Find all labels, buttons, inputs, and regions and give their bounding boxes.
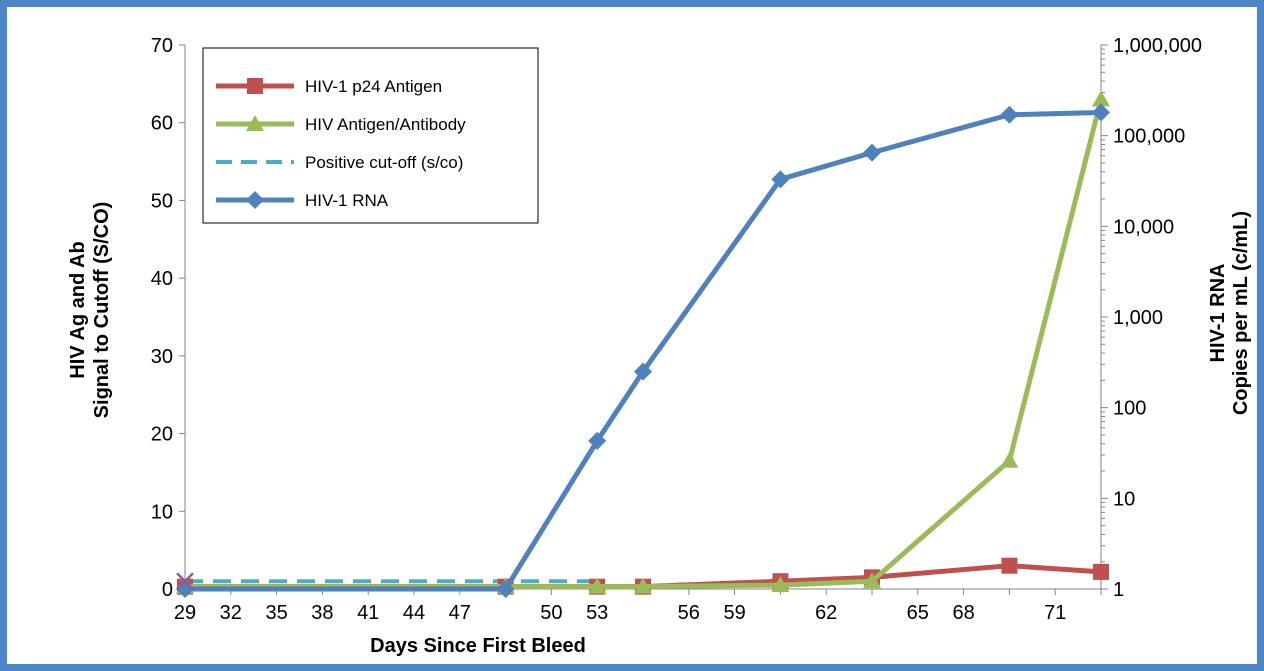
data-point-hiv-1-rna <box>1000 105 1019 124</box>
right-tick-label: 1,000,000 <box>1113 35 1202 57</box>
legend: HIV-1 p24 Antigen HIV Antigen/Antibody Pos… <box>202 47 539 224</box>
x-tick-label: 29 <box>174 602 196 624</box>
data-point-hiv-1-p24-antigen <box>1093 563 1109 580</box>
x-tick-label: 68 <box>952 602 974 624</box>
tick-label-layer: 0 10 20 30 40 50 60 70 1 10 100 1,000 10,000 100,000 1… <box>151 35 1202 624</box>
data-point-hiv-1-rna <box>1092 103 1110 122</box>
data-point-hiv-1-rna <box>588 431 607 450</box>
right-axis-title-line2: Copies per mL (c/mL) <box>1230 211 1252 415</box>
x-tick-label: 62 <box>815 602 837 624</box>
left-tick-label: 0 <box>162 579 173 601</box>
data-point-hiv-antigen-antibody <box>863 572 881 589</box>
data-point-hiv-antigen-antibody <box>1092 90 1110 107</box>
legend-marker-hiv-1-p24-antigen <box>247 78 263 94</box>
left-tick-label: 50 <box>151 190 173 212</box>
data-point-hiv-1-rna <box>634 362 652 381</box>
legend-label-hiv-1-rna: HIV-1 RNA <box>305 191 389 210</box>
x-tick-label: 59 <box>723 602 745 624</box>
left-tick-label: 20 <box>151 424 173 446</box>
chart-svg: 0 10 20 30 40 50 60 70 1 10 100 1,000 10,000 100,000 1… <box>67 35 1252 657</box>
left-axis-title-line2: Signal to Cutoff (S/CO) <box>91 202 113 419</box>
series-line-hiv-antigen-antibody <box>185 98 1104 590</box>
x-tick-label: 56 <box>678 602 700 624</box>
data-point-hiv-1-rna <box>496 580 515 598</box>
data-point-hiv-1-rna <box>771 170 790 189</box>
right-tick-label: 10,000 <box>1113 216 1174 238</box>
data-point-hiv-antigen-antibody <box>771 576 790 593</box>
x-tick-label: 44 <box>403 602 425 624</box>
left-tick-label: 60 <box>151 113 173 135</box>
series-layer <box>176 90 1110 598</box>
legend-marker-hiv-1-rna <box>246 191 264 209</box>
series-line-hiv-1-rna <box>185 110 1102 592</box>
data-point-hiv-1-rna <box>863 143 881 162</box>
x-tick-label: 32 <box>220 602 242 624</box>
legend-label-hiv-antigen-antibody: HIV Antigen/Antibody <box>305 115 466 134</box>
data-point-hiv-antigen-antibody <box>634 577 652 594</box>
x-axis-title: Days Since First Bleed <box>370 635 586 657</box>
right-tick-label: 100,000 <box>1113 126 1185 148</box>
legend-items: HIV-1 p24 Antigen HIV Antigen/Antibody Pos… <box>216 77 466 210</box>
x-tick-label: 41 <box>357 602 379 624</box>
right-tick-label: 10 <box>1113 488 1135 510</box>
legend-marker-hiv-antigen-antibody <box>246 115 264 131</box>
x-tick-label: 65 <box>907 602 929 624</box>
right-tick-label: 100 <box>1113 398 1146 420</box>
right-tick-label: 1 <box>1113 579 1124 601</box>
right-tick-label: 1,000 <box>1113 307 1163 329</box>
x-tick-label: 50 <box>540 602 562 624</box>
x-tick-label: 71 <box>1044 602 1066 624</box>
x-tick-label: 35 <box>265 602 287 624</box>
left-tick-label: 70 <box>151 35 173 57</box>
data-point-extra-marker <box>176 572 194 591</box>
left-tick-label: 40 <box>151 268 173 290</box>
left-tick-label: 10 <box>151 501 173 523</box>
data-point-hiv-1-p24-antigen <box>1001 557 1018 574</box>
legend-box <box>202 47 539 224</box>
legend-label-positive-cut-off-s-co: Positive cut-off (s/co) <box>305 153 463 172</box>
legend-label-hiv-1-p24-antigen: HIV-1 p24 Antigen <box>305 77 442 96</box>
x-tick-label: 53 <box>586 602 608 624</box>
left-axis-title-line1: HIV Ag and Ab <box>67 241 89 378</box>
data-point-hiv-antigen-antibody <box>1000 451 1019 468</box>
x-tick-label: 47 <box>449 602 471 624</box>
right-axis-title-line1: HIV-1 RNA <box>1207 264 1229 363</box>
data-point-hiv-antigen-antibody <box>588 577 607 594</box>
left-tick-label: 30 <box>151 346 173 368</box>
x-tick-label: 38 <box>311 602 333 624</box>
